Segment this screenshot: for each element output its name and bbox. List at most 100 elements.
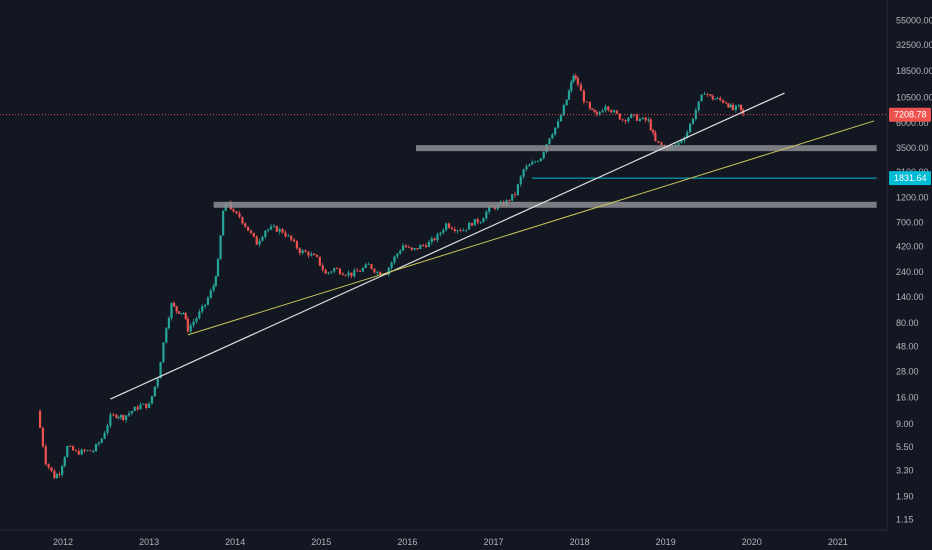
candle — [261, 235, 264, 242]
support-zone[interactable] — [213, 201, 877, 208]
candle — [367, 262, 370, 265]
candle — [624, 119, 627, 124]
candle — [50, 467, 53, 473]
candle — [519, 175, 522, 187]
candle — [572, 74, 575, 84]
candle — [244, 222, 247, 229]
y-tick-label: 5.50 — [896, 442, 914, 452]
candle — [92, 449, 95, 453]
candle — [338, 267, 342, 276]
candle — [407, 245, 410, 249]
candle — [344, 274, 347, 277]
y-tick-label: 3.30 — [896, 466, 914, 476]
candle — [373, 268, 376, 274]
candle — [142, 403, 145, 405]
y-tick-label: 16.00 — [896, 393, 919, 403]
candle — [148, 401, 151, 409]
drawings-layer — [0, 92, 887, 400]
candle — [401, 243, 405, 251]
candle — [559, 113, 563, 122]
candle — [585, 101, 589, 103]
candle — [706, 93, 709, 98]
candle — [47, 463, 50, 470]
candle — [588, 101, 592, 111]
candle — [127, 410, 131, 418]
candle — [576, 75, 579, 87]
candle — [189, 322, 192, 334]
candle — [321, 262, 324, 273]
white-trendline[interactable] — [110, 92, 785, 400]
candle — [290, 235, 293, 242]
candle — [424, 243, 428, 249]
candle — [69, 444, 72, 447]
candle — [525, 164, 528, 172]
candle — [172, 301, 176, 307]
candle — [551, 132, 554, 140]
candle — [310, 251, 313, 257]
candle — [364, 262, 367, 269]
candle — [709, 94, 712, 97]
candle — [556, 118, 560, 129]
candle — [125, 415, 128, 423]
candle — [647, 117, 650, 123]
candle — [264, 230, 267, 240]
x-tick-label: 2021 — [828, 537, 848, 547]
candle — [358, 269, 362, 273]
candle — [739, 104, 743, 113]
candle — [711, 94, 714, 101]
candle — [703, 91, 706, 95]
candle — [641, 117, 644, 120]
y-tick-label: 28.00 — [896, 367, 919, 377]
candle — [247, 226, 250, 231]
candle — [630, 113, 633, 119]
candle — [258, 238, 261, 248]
y-tick-label: 48.00 — [896, 342, 919, 352]
candle — [627, 116, 630, 124]
price-tags: 7208.78 1831.64 — [889, 107, 931, 186]
candle — [607, 105, 610, 112]
y-tick-label: 420.00 — [896, 241, 924, 251]
candle — [170, 302, 173, 321]
yellow-trendline[interactable] — [187, 120, 875, 336]
candle — [63, 456, 66, 468]
candle — [86, 449, 89, 452]
candle — [167, 315, 171, 330]
candle — [212, 283, 215, 293]
candle — [330, 270, 333, 274]
candle — [542, 151, 545, 160]
candle — [534, 160, 537, 164]
candle — [737, 104, 740, 108]
candle — [281, 228, 284, 234]
candle — [482, 217, 485, 223]
candle — [436, 232, 439, 243]
candle — [232, 207, 235, 213]
candles-layer — [38, 73, 745, 479]
candle — [153, 386, 156, 397]
candle — [570, 79, 573, 94]
candle — [238, 210, 241, 219]
candle — [139, 402, 142, 410]
candle — [430, 236, 433, 245]
candle — [722, 99, 725, 104]
candle — [133, 406, 136, 412]
candle — [548, 138, 551, 145]
time-axis[interactable]: 2012 2013 2014 2015 2016 2017 2018 2019 2020 2021 — [53, 537, 848, 547]
candle — [216, 257, 220, 277]
candle — [713, 98, 717, 100]
candle — [203, 304, 207, 309]
candle — [450, 226, 453, 230]
candle — [635, 113, 639, 122]
support-zone[interactable] — [416, 145, 877, 152]
candle — [724, 100, 728, 104]
candle — [419, 244, 422, 250]
candle — [404, 244, 408, 248]
candle — [356, 267, 359, 272]
candle — [567, 88, 571, 101]
candle — [255, 235, 258, 245]
candle — [80, 448, 83, 456]
candle — [324, 268, 327, 274]
candle — [593, 109, 596, 113]
